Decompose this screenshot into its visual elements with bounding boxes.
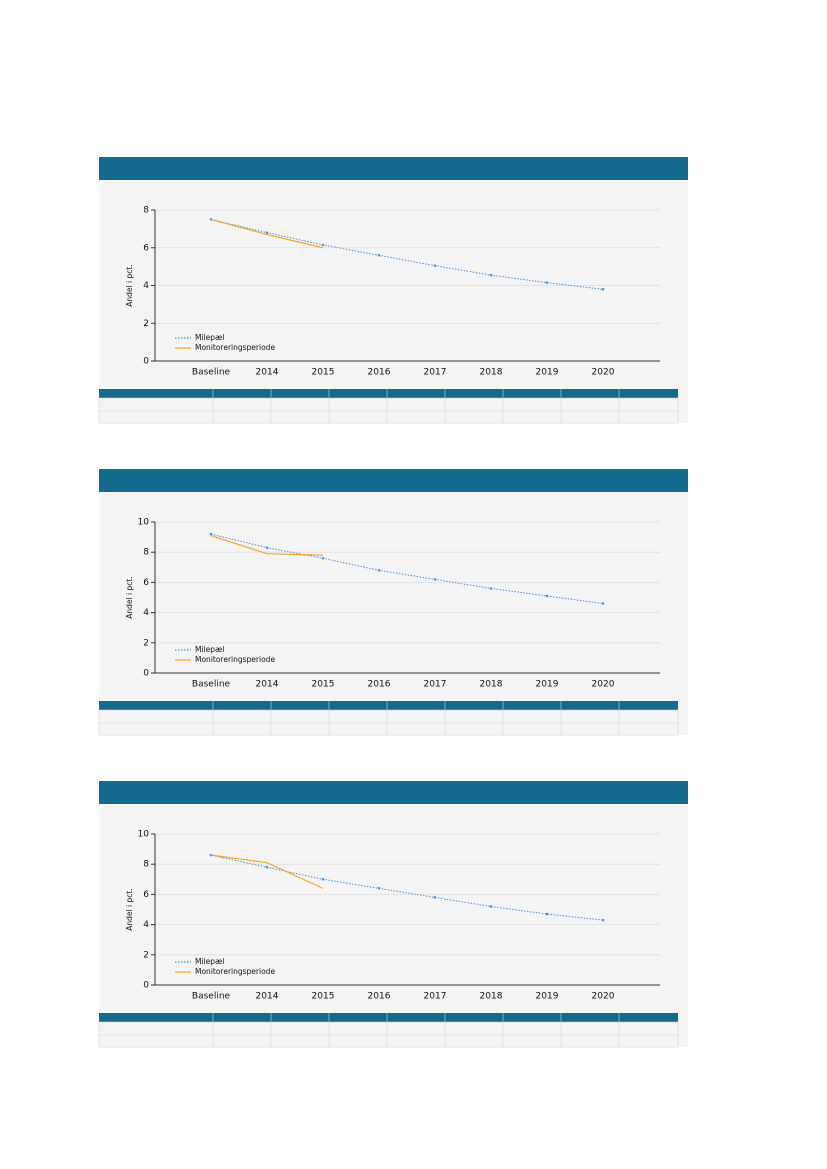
x-tick-label: 2016: [368, 368, 391, 378]
series-line: [210, 533, 604, 605]
series-line: [210, 854, 604, 921]
x-tick-label: 2017: [424, 368, 447, 378]
series-point: [489, 905, 493, 908]
y-tick-label: 6: [143, 578, 149, 588]
x-tick-label: 2015: [312, 680, 335, 690]
y-tick-label: 10: [138, 518, 150, 528]
series-point: [601, 918, 605, 922]
y-tick-label: 4: [143, 608, 149, 618]
series-point: [265, 231, 269, 234]
y-tick-label: 6: [143, 243, 149, 253]
series-point: [209, 532, 213, 536]
y-tick-label: 8: [143, 206, 149, 216]
y-tick-label: 6: [143, 890, 149, 900]
series-point: [265, 546, 269, 549]
y-axis-label: Andel i pct.: [125, 888, 134, 930]
panel-background: [99, 469, 688, 735]
table-header: [99, 701, 678, 710]
y-tick-label: 4: [143, 281, 149, 291]
x-tick-label: 2019: [536, 368, 559, 378]
x-tick-label: 2019: [536, 680, 559, 690]
table-header: [99, 1013, 678, 1022]
x-tick-label: 2020: [592, 680, 615, 690]
series-point: [489, 273, 493, 277]
series-point: [545, 594, 549, 598]
y-tick-label: 2: [143, 638, 149, 648]
series-point: [489, 587, 493, 590]
series-point: [377, 569, 381, 572]
x-tick-label: 2020: [592, 368, 615, 378]
legend-label: Monitoreringsperiode: [195, 655, 275, 664]
series-point: [321, 243, 325, 247]
x-tick-label: 2017: [424, 680, 447, 690]
series-line: [210, 218, 604, 290]
chart-panel: 0 2 4 6 8 Baseline 2014 2015 2016 2017 2018 2019 202…: [98, 157, 688, 424]
x-tick-label: 2017: [424, 992, 447, 1002]
x-tick-label: 2014: [256, 368, 279, 378]
y-axis-label: Andel i pct.: [125, 264, 134, 306]
table-body: [98, 709, 679, 736]
series-line: [210, 535, 324, 556]
series-point: [321, 878, 325, 881]
y-tick-label: 0: [143, 981, 149, 991]
x-tick-label: Baseline: [192, 992, 231, 1002]
y-tick-label: 8: [143, 860, 149, 870]
panel-header: [99, 781, 688, 804]
panel-header: [99, 157, 688, 180]
panel-background: [99, 781, 688, 1047]
series-point: [433, 896, 437, 899]
series-point: [601, 602, 605, 605]
series-point: [545, 281, 549, 284]
series-point: [433, 264, 437, 267]
series-point: [321, 556, 325, 560]
x-tick-label: 2016: [368, 992, 391, 1002]
x-tick-label: 2014: [256, 680, 279, 690]
series-line: [210, 218, 324, 249]
legend-label: Monitoreringsperiode: [195, 967, 275, 976]
chart-panel: 0 2 4 6 8 10 Baseline 2014 2015 2016 2017 2018 2019 2…: [98, 469, 688, 736]
series-point: [545, 912, 549, 916]
x-tick-label: Baseline: [192, 680, 231, 690]
x-tick-label: 2018: [480, 368, 503, 378]
legend-label: Milepæl: [195, 333, 224, 342]
x-tick-label: 2014: [256, 992, 279, 1002]
y-tick-label: 4: [143, 920, 149, 930]
series-point: [377, 254, 381, 257]
x-tick-label: 2020: [592, 992, 615, 1002]
x-tick-label: 2018: [480, 680, 503, 690]
x-tick-label: 2018: [480, 992, 503, 1002]
y-tick-label: 8: [143, 548, 149, 558]
series-point: [601, 287, 605, 291]
y-tick-label: 2: [143, 319, 149, 329]
table-body: [98, 397, 679, 424]
panel-background: [99, 157, 688, 423]
y-tick-label: 10: [138, 830, 150, 840]
x-tick-label: 2016: [368, 680, 391, 690]
table-body: [98, 1021, 679, 1048]
y-tick-label: 0: [143, 357, 149, 367]
y-tick-label: 0: [143, 669, 149, 679]
x-tick-label: 2019: [536, 992, 559, 1002]
series-point: [265, 865, 269, 869]
legend-label: Monitoreringsperiode: [195, 343, 275, 352]
chart-panel: 0 2 4 6 8 10 Baseline 2014 2015 2016 2017 2018 2019 2…: [98, 781, 688, 1048]
series-line: [210, 854, 324, 889]
table-header: [99, 389, 678, 398]
panel-header: [99, 469, 688, 492]
y-axis-label: Andel i pct.: [125, 576, 134, 618]
x-tick-label: 2015: [312, 368, 335, 378]
legend-label: Milepæl: [195, 957, 224, 966]
y-tick-label: 2: [143, 950, 149, 960]
legend-label: Milepæl: [195, 645, 224, 654]
series-point: [377, 887, 381, 890]
x-tick-label: Baseline: [192, 368, 231, 378]
x-tick-label: 2015: [312, 992, 335, 1002]
series-point: [433, 578, 437, 581]
